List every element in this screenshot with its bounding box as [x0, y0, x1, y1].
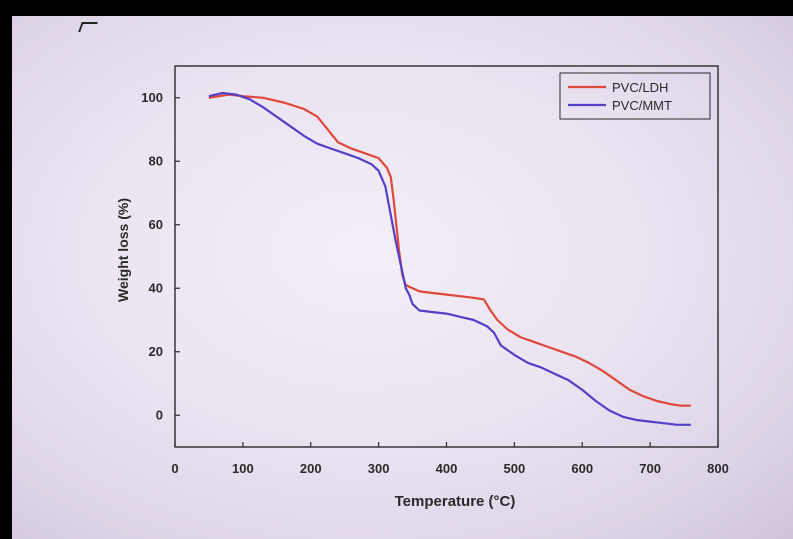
x-tick-label: 0 — [171, 461, 178, 476]
x-axis-label-unit: °C) — [494, 493, 516, 510]
series-line-pvc-ldh — [208, 93, 691, 407]
y-tick-label: 0 — [156, 407, 163, 422]
y-tick-label: 60 — [149, 217, 163, 232]
y-tick-label: 80 — [149, 153, 163, 168]
y-axis-label: Weight loss (%) — [115, 198, 131, 302]
y-tick-label: 100 — [141, 90, 163, 105]
axis-layer: 0 100 200 300 400 500 600 700 800 0 20 40 60 80 100 — [141, 90, 729, 476]
plot-area-border — [174, 65, 719, 448]
x-tick-label: 400 — [436, 461, 458, 476]
x-tick-label: 100 — [232, 461, 254, 476]
legend-label: PVC/LDH — [612, 80, 668, 95]
x-tick-label: 800 — [707, 461, 729, 476]
plot-frame-layer — [174, 65, 719, 448]
x-axis-label: Temperature (°C) — [395, 493, 516, 510]
x-tick-label: 700 — [639, 461, 661, 476]
x-tick-label: 200 — [300, 461, 322, 476]
series-line-pvc-mmt — [208, 91, 691, 426]
legend: PVC/LDH PVC/MMT — [559, 72, 711, 120]
series-layer — [208, 91, 691, 426]
x-tick-label: 300 — [368, 461, 390, 476]
x-axis-label-prefix: Temperature ( — [395, 493, 494, 510]
y-tick-label: 40 — [149, 280, 163, 295]
x-tick-label: 600 — [571, 461, 593, 476]
legend-box — [559, 72, 711, 120]
legend-label: PVC/MMT — [612, 98, 672, 113]
y-tick-label: 20 — [149, 344, 163, 359]
x-tick-label: 500 — [504, 461, 526, 476]
